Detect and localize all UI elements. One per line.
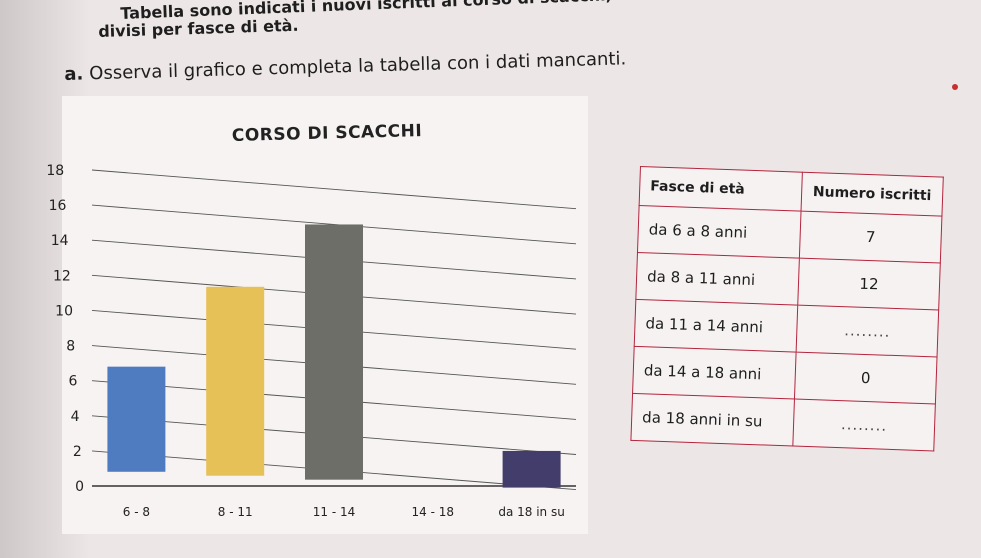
cell-fascia: da 8 a 11 anni [635,252,800,306]
y-tick-label: 10 [55,303,73,319]
y-tick-label: 2 [73,444,82,460]
cell-numero-blank[interactable]: ........ [792,399,936,451]
cell-fascia: da 11 a 14 anni [634,299,798,353]
chart-bars [107,224,561,488]
y-tick-label: 12 [53,268,71,284]
y-tick-label: 8 [66,339,75,355]
y-axis-ticks: 0 2 4 6 8 10 12 14 16 18 [46,163,84,495]
x-category-label: da 18 in su [498,505,564,519]
x-category-label: 6 - 8 [123,505,150,519]
x-category-label: 14 - 18 [412,505,455,519]
cell-numero: 0 [794,352,938,404]
cell-numero: 12 [797,258,941,311]
bar [107,366,166,472]
cell-fascia: da 6 a 8 anni [637,205,802,259]
cell-numero-blank[interactable]: ........ [796,305,939,357]
header-fasce: Fasce di età [639,166,803,212]
table-row: da 18 anni in su ........ [630,393,936,451]
cell-numero: 7 [799,211,942,264]
y-tick-label: 14 [51,233,69,249]
data-table: Fasce di età Numero iscritti da 6 a 8 an… [630,166,944,452]
cell-fascia: da 14 a 18 anni [632,346,797,400]
red-dot [952,84,958,90]
bar [305,224,363,480]
cell-fascia: da 18 anni in su [630,393,795,447]
x-category-label: 11 - 14 [313,505,356,519]
x-axis-categories: 6 - 8 8 - 11 11 - 14 14 - 18 da 18 in su [123,505,565,519]
bar-chart: 0 2 4 6 8 10 12 14 16 18 6 - 8 8 - 11 11 - 14 14 - 1… [46,96,588,534]
y-tick-label: 16 [49,198,67,214]
header-numero: Numero iscritti [801,172,944,217]
bar [206,286,265,476]
y-tick-label: 4 [71,409,80,425]
y-tick-label: 6 [68,374,77,390]
y-tick-label: 0 [75,479,84,495]
x-category-label: 8 - 11 [218,505,253,519]
bar [502,450,561,488]
y-tick-label: 18 [46,163,64,179]
chart-title: CORSO DI SCACCHI [232,121,423,146]
gridline [91,169,577,210]
